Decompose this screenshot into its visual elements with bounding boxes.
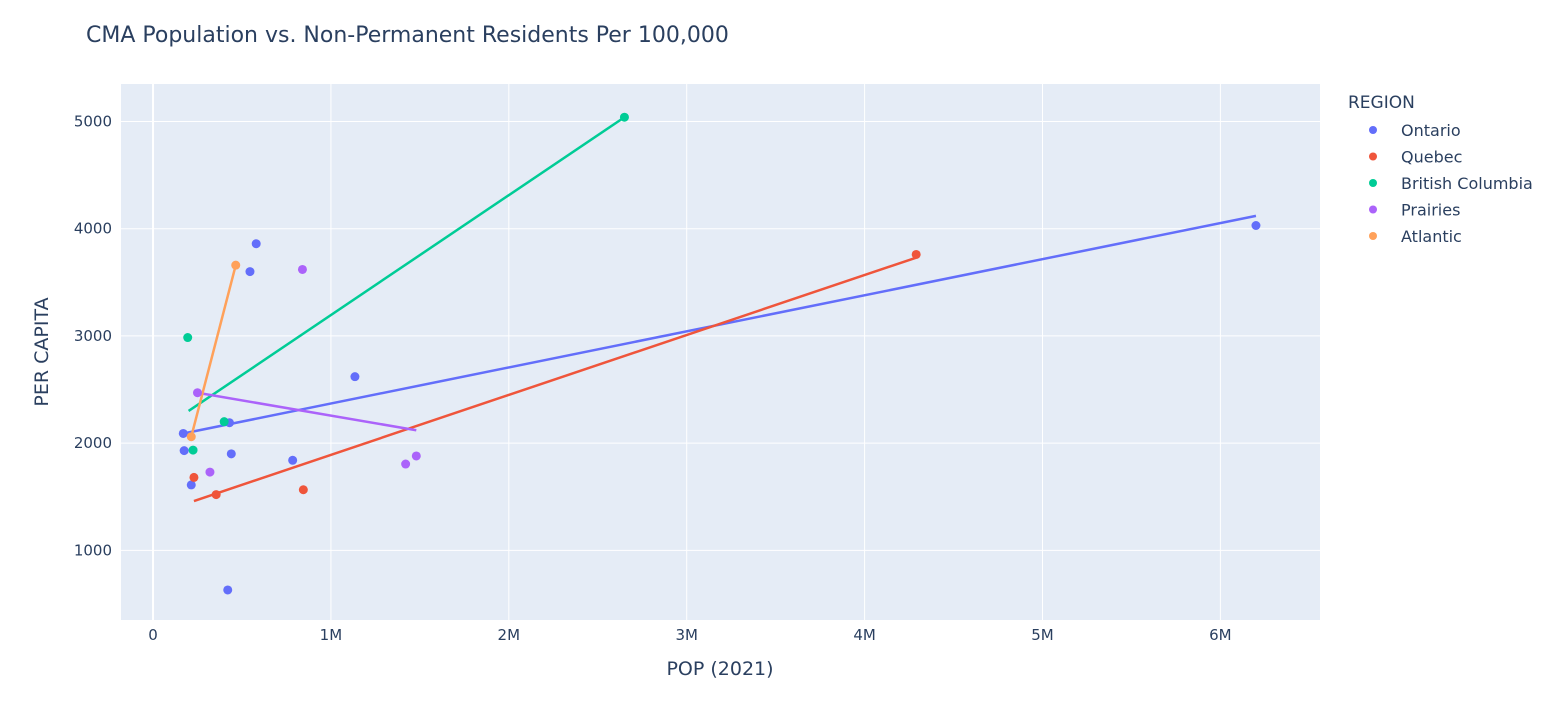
- legend-label: British Columbia: [1401, 174, 1533, 193]
- legend-marker: [1369, 152, 1377, 161]
- point-quebec[interactable]: [211, 490, 221, 500]
- data-points: [178, 112, 1261, 595]
- point-ontario[interactable]: [251, 239, 261, 249]
- x-tick-label: 6M: [1209, 626, 1232, 644]
- point-ontario[interactable]: [179, 446, 189, 456]
- y-tick-label: 4000: [74, 220, 112, 238]
- point-prairies[interactable]: [205, 467, 215, 477]
- plot-area: [121, 84, 1320, 620]
- y-axis-title: PER CAPITA: [31, 297, 53, 406]
- point-prairies[interactable]: [297, 264, 307, 274]
- legend-item-quebec[interactable]: Quebec: [1369, 148, 1462, 167]
- x-tick-label: 0: [148, 626, 158, 644]
- y-tick-label: 3000: [74, 327, 112, 345]
- trendline-prairies: [197, 391, 417, 432]
- legend-title: REGION: [1348, 93, 1415, 113]
- point-prairies[interactable]: [411, 451, 421, 461]
- point-british-columbia[interactable]: [188, 445, 198, 455]
- y-tick-label: 5000: [74, 113, 112, 131]
- x-axis-title: POP (2021): [666, 658, 773, 680]
- legend-label: Atlantic: [1401, 227, 1462, 246]
- trendline-british-columbia: [187, 116, 626, 412]
- point-prairies[interactable]: [192, 388, 202, 398]
- point-ontario[interactable]: [223, 585, 233, 595]
- x-tick-label: 3M: [675, 626, 698, 644]
- point-ontario[interactable]: [288, 455, 298, 465]
- x-tick-label: 1M: [320, 626, 343, 644]
- legend-item-british-columbia[interactable]: British Columbia: [1369, 174, 1533, 193]
- legend-label: Ontario: [1401, 121, 1461, 140]
- x-tick-label: 4M: [853, 626, 876, 644]
- legend-items[interactable]: Ontario Quebec British Columbia Prairies Atl…: [1369, 121, 1533, 246]
- x-tick-label: 5M: [1031, 626, 1054, 644]
- point-british-columbia[interactable]: [183, 333, 193, 343]
- point-quebec[interactable]: [911, 249, 921, 259]
- legend-item-prairies[interactable]: Prairies: [1369, 201, 1460, 220]
- legend-marker: [1369, 232, 1377, 240]
- legend-item-ontario[interactable]: Ontario: [1369, 121, 1461, 140]
- point-quebec[interactable]: [189, 472, 199, 482]
- point-ontario[interactable]: [245, 267, 255, 277]
- x-axis-tick-labels: 0 1M 2M 3M 4M 5M 6M: [148, 626, 1231, 644]
- trendline-atlantic: [190, 264, 237, 438]
- legend-label: Prairies: [1401, 201, 1460, 220]
- y-tick-label: 2000: [74, 434, 112, 452]
- point-prairies[interactable]: [401, 459, 411, 469]
- legend-marker: [1369, 126, 1377, 134]
- point-ontario[interactable]: [226, 449, 236, 459]
- point-british-columbia[interactable]: [619, 112, 629, 122]
- legend[interactable]: REGION Ontario Quebec British Columbia Prai…: [1348, 93, 1533, 246]
- legend-marker: [1369, 205, 1377, 214]
- chart-title: CMA Population vs. Non-Permanent Residen…: [86, 23, 729, 48]
- legend-label: Quebec: [1401, 148, 1462, 167]
- point-atlantic[interactable]: [231, 260, 241, 270]
- x-tick-label: 2M: [498, 626, 521, 644]
- point-ontario[interactable]: [1251, 221, 1261, 231]
- legend-item-atlantic[interactable]: Atlantic: [1369, 227, 1462, 246]
- legend-marker: [1369, 179, 1377, 187]
- point-british-columbia[interactable]: [219, 417, 229, 427]
- point-ontario[interactable]: [178, 428, 188, 438]
- grid-lines: [121, 84, 1320, 620]
- y-axis-tick-labels: 1000 2000 3000 4000 5000: [74, 113, 112, 560]
- trendlines: [183, 116, 1257, 503]
- trendline-quebec: [193, 256, 917, 503]
- point-ontario[interactable]: [350, 372, 360, 382]
- point-atlantic[interactable]: [186, 432, 196, 442]
- point-quebec[interactable]: [298, 485, 308, 495]
- y-tick-label: 1000: [74, 541, 112, 559]
- point-ontario[interactable]: [186, 480, 196, 490]
